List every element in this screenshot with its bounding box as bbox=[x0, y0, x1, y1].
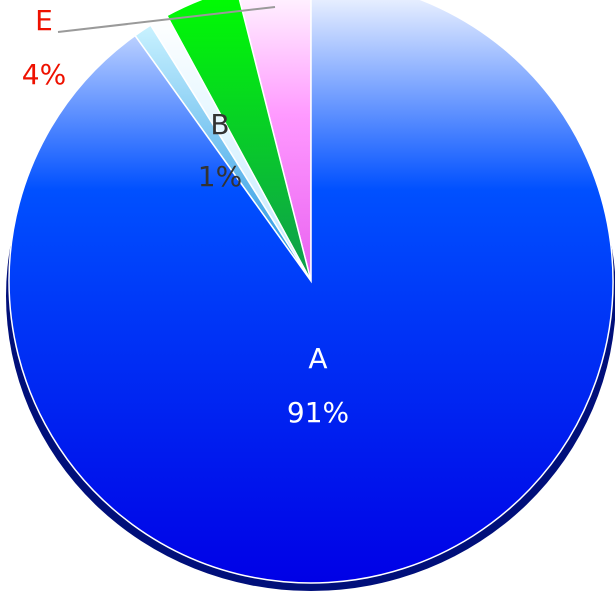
pie-labels: A 91% B 1% E 4% bbox=[22, 4, 349, 429]
pie-slices bbox=[8, 0, 614, 584]
slice-label-e: E bbox=[35, 4, 53, 37]
slice-label-a: A bbox=[308, 342, 327, 375]
slice-value-label-e: 4% bbox=[22, 58, 66, 91]
leader-line-e bbox=[57, 6, 276, 33]
slice-value-label-a: 91% bbox=[287, 396, 349, 429]
slice-value-label-b: 1% bbox=[198, 160, 242, 193]
pie-slice-a bbox=[8, 0, 614, 584]
slice-label-b: B bbox=[210, 108, 229, 141]
